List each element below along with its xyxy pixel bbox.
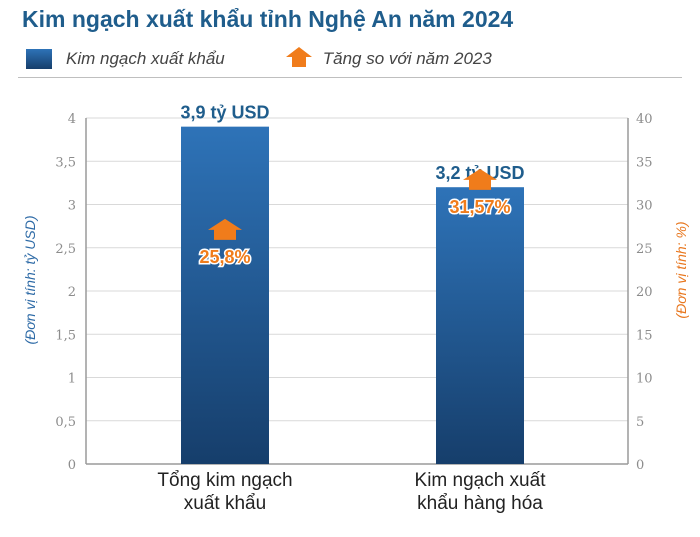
x-category-label: Tổng kim ngạch xuất khẩu	[105, 469, 345, 515]
x-category-label-line: Tổng kim ngạch	[157, 470, 293, 491]
y-right-tick-label: 30	[636, 199, 653, 214]
x-category-label: Kim ngạch xuất khẩu hàng hóa	[360, 469, 600, 515]
x-category-label-line: khẩu hàng hóa	[417, 493, 543, 514]
x-category-label-line: xuất khẩu	[183, 493, 267, 514]
legend-divider	[18, 77, 682, 78]
y-right-tick-label: 10	[636, 372, 653, 387]
y-right-tick-label: 5	[636, 415, 644, 430]
growth-up-arrow-icon	[463, 168, 497, 190]
y-left-tick-label: 3	[68, 199, 76, 214]
growth-percent-label: 25,8%	[199, 247, 250, 267]
legend: Kim ngạch xuất khẩu Tăng so với năm 2023	[26, 44, 492, 74]
y-left-tick-label: 0,5	[55, 415, 76, 430]
legend-growth-label: Tăng so với năm 2023	[322, 49, 492, 68]
y-right-tick-label: 15	[636, 328, 653, 343]
x-category-label-line: Kim ngạch xuất	[414, 470, 546, 491]
growth-up-arrow-icon	[208, 218, 242, 240]
y-right-tick-label: 40	[636, 112, 653, 127]
y-left-tick-label: 4	[68, 112, 76, 127]
y-left-tick-label: 2	[68, 285, 76, 300]
legend-bar-swatch	[26, 49, 52, 69]
legend-bar-label: Kim ngạch xuất khẩu	[66, 49, 225, 68]
y-right-tick-label: 35	[636, 155, 653, 170]
y-left-tick-label: 3,5	[55, 155, 76, 170]
y-left-tick-label: 1,5	[55, 328, 76, 343]
y-left-tick-label: 2,5	[55, 242, 76, 257]
growth-percent-label: 31,57%	[449, 197, 510, 217]
y-left-tick-label: 1	[68, 372, 76, 387]
y-right-tick-label: 0	[636, 458, 644, 473]
bar	[436, 187, 524, 464]
bar	[181, 126, 269, 465]
y-right-tick-label: 20	[636, 285, 653, 300]
legend-up-arrow-icon	[285, 46, 313, 73]
bar-value-label: 3,9 tỷ USD	[180, 103, 269, 123]
y-left-tick-label: 0	[68, 458, 76, 473]
y-right-tick-label: 25	[636, 242, 653, 257]
chart-title: Kim ngạch xuất khẩu tỉnh Nghệ An năm 202…	[22, 6, 514, 32]
